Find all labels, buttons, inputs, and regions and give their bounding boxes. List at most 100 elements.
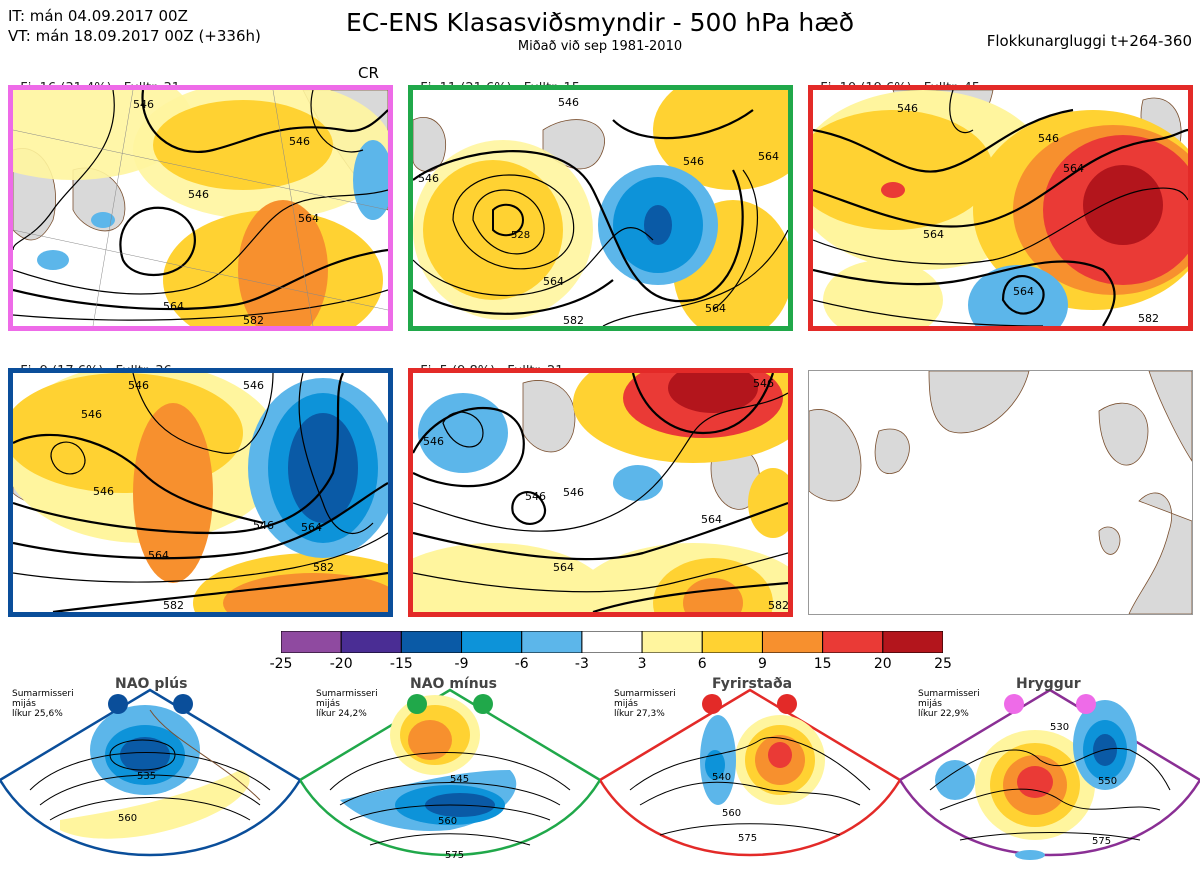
contour-label: 546 [563, 486, 584, 499]
cluster-map-16: 546 546 564 546 564 582 [8, 85, 393, 331]
contour-label: 546 [418, 172, 439, 185]
regime-season: Sumarmisseri [316, 689, 378, 699]
regime-dot [173, 694, 193, 714]
map-svg [809, 371, 1192, 614]
map-svg: 546 546 546 528 564 564 564 582 [413, 90, 788, 326]
regime-note: Sumarmisseri mijás líkur 24,2% [316, 689, 378, 719]
regime-note: Sumarmisseri mijás líkur 25,6% [12, 689, 74, 719]
regime-probability: líkur 25,6% [12, 709, 63, 719]
contour-label: 564 [301, 521, 322, 534]
regime-contour-label: 575 [738, 833, 757, 844]
colorbar-tick-label: -9 [454, 656, 469, 672]
regime-dot [702, 694, 722, 714]
regime-contour-label: 530 [1050, 722, 1069, 733]
regime-svg: 535 560 [0, 688, 302, 857]
colorbar-swatch [461, 630, 523, 654]
contour-label: 546 [1038, 132, 1059, 145]
regime-subtitle: mijás [918, 699, 942, 709]
colorbar-tick-label: -20 [329, 656, 353, 672]
colorbar-tick-label: 15 [813, 656, 832, 672]
regime-svg: 540 560 575 [598, 688, 902, 857]
classification-window: Flokkunargluggi t+264-360 [986, 32, 1192, 50]
colorbar-swatch [882, 630, 944, 654]
regime-note: Sumarmisseri mijás líkur 22,9% [918, 689, 980, 719]
contour-label: 546 [423, 435, 444, 448]
contour-label: 564 [148, 549, 169, 562]
regime-svg: 530 550 575 [898, 688, 1200, 860]
regime-contour-label: 550 [1098, 776, 1117, 787]
regime-dot [473, 694, 493, 714]
colorbar-tick-label: -25 [269, 656, 293, 672]
colorbar-swatch [581, 630, 643, 654]
contour-label: 546 [289, 135, 310, 148]
regime-subtitle: mijás [12, 699, 36, 709]
cr-marker: CR [358, 64, 379, 82]
regime-name: Fyrirstaða [712, 676, 793, 692]
cluster-map-10: 546 546 564 564 564 582 [808, 85, 1193, 331]
colorbar-tick-label: -3 [574, 656, 589, 672]
contour-label: 582 [243, 314, 264, 326]
regime-season: Sumarmisseri [614, 689, 676, 699]
regime-contour-label: 545 [450, 774, 469, 785]
regime-contour-label: 560 [438, 816, 457, 827]
regime-name: Hryggur [1016, 676, 1081, 692]
contour-label: 564 [701, 513, 722, 526]
contour-label: 564 [1013, 285, 1034, 298]
anomaly-colorbar [280, 630, 944, 654]
map-svg: 546 546 564 564 564 582 [813, 90, 1188, 326]
map-svg: 546 546 564 546 564 582 [13, 90, 388, 326]
regime-dot [777, 694, 797, 714]
regime-nao-minus: 545 560 575 [298, 680, 602, 871]
regime-season: Sumarmisseri [918, 689, 980, 699]
regime-contour-label: 560 [722, 808, 741, 819]
contour-label: 546 [558, 96, 579, 109]
regime-subtitle: mijás [316, 699, 340, 709]
contour-label: 546 [93, 485, 114, 498]
contour-label: 582 [563, 314, 584, 326]
regime-dot [1076, 694, 1096, 714]
regime-dot [407, 694, 427, 714]
colorbar-tick-label: 9 [757, 656, 767, 672]
regime-subtitle: mijás [614, 699, 638, 709]
colorbar-swatch [340, 630, 402, 654]
valid-time: VT: mán 18.09.2017 00Z (+336h) [8, 27, 261, 45]
map-svg: 546 546 546 564 564 582 546 [413, 373, 788, 612]
contour-label: 564 [543, 275, 564, 288]
page-subtitle: Miðað við sep 1981-2010 [517, 39, 683, 54]
regime-ridge: 530 550 575 [898, 680, 1200, 871]
contour-label: 564 [758, 150, 779, 163]
colorbar-tick-label: 25 [934, 656, 952, 672]
cluster-map-5: 546 546 546 564 564 582 546 [408, 368, 793, 617]
regime-contour-label: 575 [445, 850, 464, 861]
colorbar-ticks: -25 -20 -15 -9 -6 -3 3 6 9 15 20 25 [270, 656, 952, 676]
contour-label: 546 [253, 519, 274, 532]
reference-map [808, 370, 1193, 615]
colorbar-tick-label: 6 [697, 656, 707, 672]
colorbar-svg [280, 630, 944, 654]
colorbar-swatch [641, 630, 703, 654]
contour-label: 582 [768, 599, 788, 612]
regime-dot [1004, 694, 1024, 714]
regime-name: NAO plús [115, 676, 188, 692]
page-title: EC-ENS Klasasviðsmyndir - 500 hPa hæð [345, 8, 855, 37]
colorbar-swatch [701, 630, 763, 654]
contour-label: 564 [705, 302, 726, 315]
cluster-map-11: 546 546 546 528 564 564 564 582 [408, 85, 793, 331]
contour-label: 582 [1138, 312, 1159, 325]
colorbar-tick-label: -15 [389, 656, 413, 672]
colorbar-swatch [822, 630, 884, 654]
regime-season: Sumarmisseri [12, 689, 74, 699]
contour-label: 546 [243, 379, 264, 392]
colorbar-swatch [761, 630, 824, 654]
contour-label: 564 [553, 561, 574, 574]
regime-nao-plus: 535 560 [0, 680, 302, 871]
contour-label: 546 [133, 98, 154, 111]
contour-label: 546 [683, 155, 704, 168]
colorbar-swatch [280, 630, 342, 654]
map-svg: 546 546 546 546 564 564 582 582 546 [13, 373, 388, 612]
contour-label: 546 [128, 379, 149, 392]
colorbar-tick-label: 20 [873, 656, 892, 672]
regime-probability: líkur 24,2% [316, 709, 367, 719]
init-time: IT: mán 04.09.2017 00Z [8, 7, 188, 25]
regime-contour-label: 535 [137, 771, 156, 782]
